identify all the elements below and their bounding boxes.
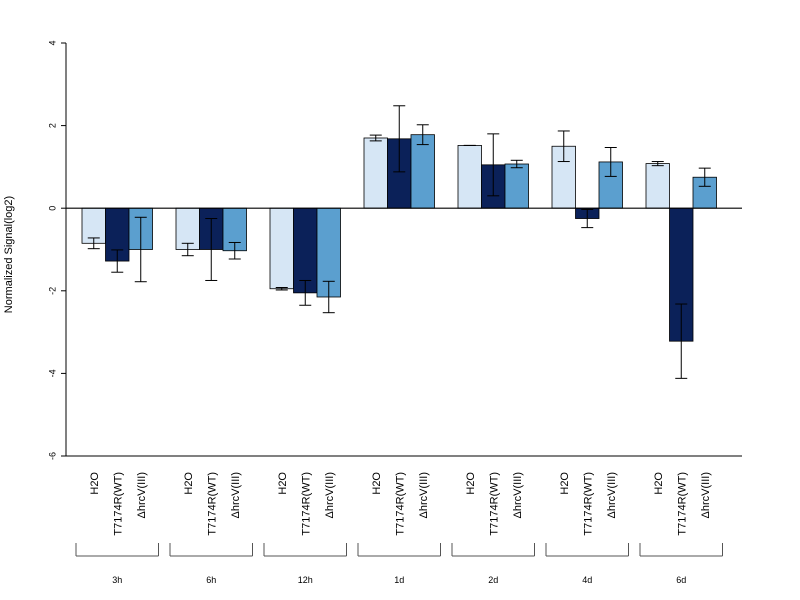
y-tick-label: -6 <box>47 452 57 460</box>
bar-series-label: ΔhrcV(III) <box>418 472 430 518</box>
bar-series-label: T7174R(WT) <box>300 472 312 536</box>
bar-series-label: T7174R(WT) <box>582 472 594 536</box>
y-tick-label: -4 <box>47 369 57 377</box>
y-tick-label: 0 <box>47 206 57 211</box>
bar <box>457 145 482 209</box>
y-tick-label: 4 <box>47 40 57 45</box>
bar-series-label: H2O <box>371 472 383 495</box>
y-tick-label: -2 <box>47 287 57 295</box>
bar-series-label: ΔhrcV(III) <box>230 472 242 518</box>
bar-series-label: T7174R(WT) <box>394 472 406 536</box>
bar-series-label: ΔhrcV(III) <box>700 472 712 518</box>
group-label: 3h <box>112 575 122 585</box>
group-brackets: 3h 6h 12h 1d 2d 4d 6d <box>75 543 723 585</box>
y-axis: -6 -4 -2 0 2 4 <box>47 40 67 460</box>
y-axis-label: Normalized Signal(log2) <box>3 196 15 313</box>
category-labels: H2O T7174R(WT) ΔhrcV(III) H2O T7174R(WT) Δhrc… <box>89 472 712 536</box>
group-label: 12h <box>298 575 313 585</box>
bar-series-label: ΔhrcV(III) <box>136 472 148 518</box>
group-label: 4d <box>582 575 592 585</box>
bar <box>269 207 294 290</box>
group-label: 2d <box>488 575 498 585</box>
bar-series-label: H2O <box>465 472 477 495</box>
bar <box>645 163 670 209</box>
group-label: 6d <box>676 575 686 585</box>
group-label: 1d <box>394 575 404 585</box>
bar-series-label: H2O <box>183 472 195 495</box>
bar-series-label: H2O <box>277 472 289 495</box>
bar-series-label: ΔhrcV(III) <box>512 472 524 518</box>
bar-series-label: ΔhrcV(III) <box>324 472 336 518</box>
bar-series-label: H2O <box>559 472 571 495</box>
bar-series-label: T7174R(WT) <box>206 472 218 536</box>
bar-series-label: ΔhrcV(III) <box>606 472 618 518</box>
bar-series-label: H2O <box>653 472 665 495</box>
bar <box>410 134 435 209</box>
error-bars-layer <box>87 105 711 379</box>
y-tick-label: 2 <box>47 123 57 128</box>
bar-series-label: H2O <box>89 472 101 495</box>
bar-series-label: T7174R(WT) <box>676 472 688 536</box>
group-label: 6h <box>206 575 216 585</box>
bar-series-label: T7174R(WT) <box>112 472 124 536</box>
bar <box>363 137 388 209</box>
bar-series-label: T7174R(WT) <box>488 472 500 536</box>
bar <box>504 163 529 209</box>
